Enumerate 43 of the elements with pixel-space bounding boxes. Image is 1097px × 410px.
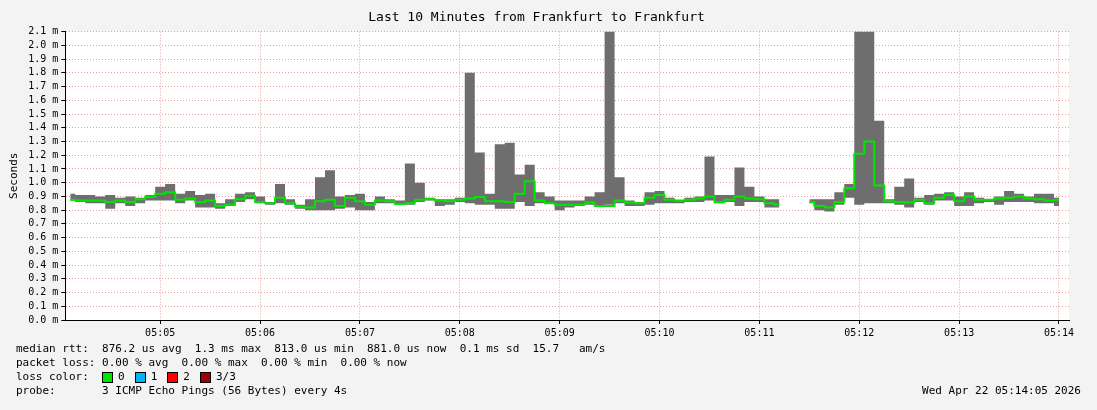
text: 3/3 <box>215 370 236 384</box>
x-tick-label: 05:10 <box>644 326 675 338</box>
y-tick-label: 1.6 m <box>28 93 59 105</box>
y-tick-label: 0.2 m <box>28 286 59 298</box>
y-tick-label: 1.5 m <box>28 107 59 119</box>
text: packet loss: 0.00 % avg 0.00 % max 0.00 % min 0.00 % now <box>16 356 408 370</box>
y-tick-label: 1.1 m <box>28 162 59 174</box>
x-tick-label: 05:06 <box>245 326 276 338</box>
legend-label: 0 <box>118 370 125 384</box>
y-tick-label: 0.7 m <box>28 217 59 229</box>
x-tick-label: 05:08 <box>444 326 475 338</box>
text: probe: 3 ICMP Echo Pings (56 Bytes) every 4s <box>16 384 348 398</box>
y-tick-label: 1.4 m <box>28 121 59 133</box>
y-tick-label: 1.0 m <box>28 176 59 188</box>
x-tick-label: 05:14 <box>1043 326 1075 338</box>
y-tick-label: 0.6 m <box>28 231 59 243</box>
y-axis-title: Seconds <box>7 152 21 199</box>
x-tick-label: 05:11 <box>744 326 775 338</box>
x-tick-label: 05:12 <box>844 326 875 338</box>
text: median rtt: 876.2 us avg 1.3 ms max 813.0 us min 881.0 us now 0.1 ms sd 15.7 am/s <box>16 342 607 356</box>
text: 2 <box>183 370 190 384</box>
x-tick-label: 05:09 <box>544 326 575 338</box>
y-tick-label: 0.8 m <box>28 203 59 215</box>
y-tick-label: 0.9 m <box>28 189 59 201</box>
y-tick-label: 0.3 m <box>28 272 59 284</box>
y-tick-label: 0.0 m <box>28 313 59 325</box>
y-tick-label: 1.3 m <box>28 135 59 147</box>
y-tick-label: 2.1 m <box>28 25 59 37</box>
text: Wed Apr 22 05:14:05 2026 <box>922 384 1081 398</box>
chart-title: Last 10 Minutes from Frankfurt to Frankfurt <box>368 9 705 25</box>
x-tick-label: 05:05 <box>145 326 176 338</box>
y-tick-label: 0.4 m <box>28 258 59 270</box>
x-tick-label: 05:07 <box>344 326 375 338</box>
text: 1 <box>150 370 158 384</box>
y-tick-label: 1.7 m <box>28 80 59 92</box>
y-tick-label: 1.2 m <box>28 148 59 160</box>
x-tick-label: 05:13 <box>944 326 975 338</box>
legend-title: loss color: <box>16 370 90 384</box>
y-tick-label: 0.1 m <box>28 299 59 311</box>
y-tick-label: 2.0 m <box>28 38 59 50</box>
y-tick-label: 1.8 m <box>28 66 59 78</box>
y-tick-label: 1.9 m <box>28 52 59 64</box>
y-tick-label: 0.5 m <box>28 244 59 256</box>
